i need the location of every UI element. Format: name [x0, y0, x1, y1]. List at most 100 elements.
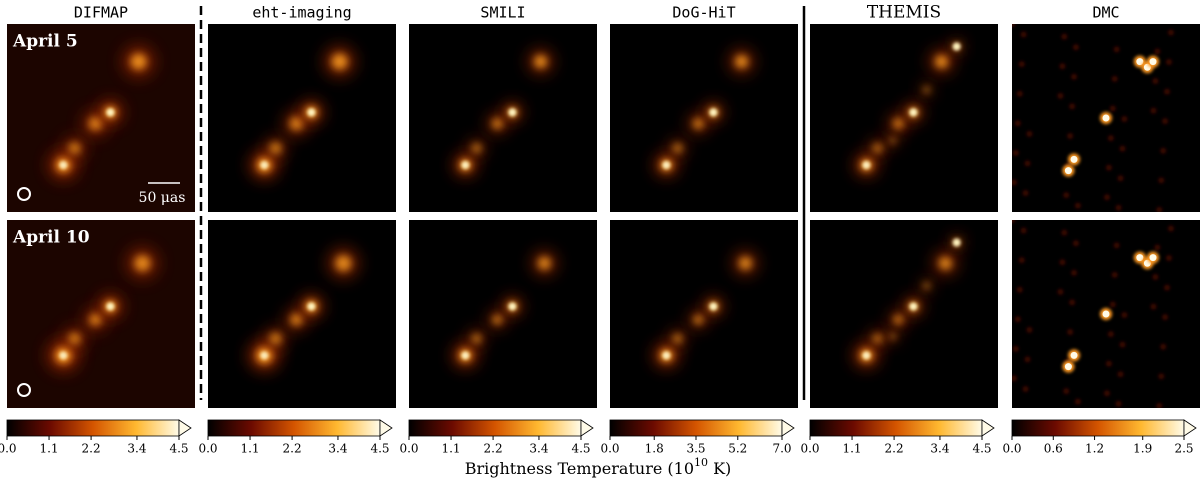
noise [1164, 88, 1171, 95]
core [307, 302, 316, 311]
blob [735, 55, 748, 68]
noise [1057, 288, 1064, 295]
colorbar-tick-label: 2.2 [885, 442, 904, 456]
spot-core [1064, 167, 1072, 175]
blob [269, 332, 282, 345]
noise [1117, 175, 1124, 182]
image-panel [810, 220, 998, 408]
core [508, 108, 517, 117]
noise [1059, 259, 1066, 266]
noise [1109, 105, 1116, 112]
blob [889, 137, 896, 144]
colorbar [408, 419, 582, 437]
colorbar-tick-label: 2.2 [484, 442, 503, 456]
core [909, 302, 918, 311]
blob [889, 333, 896, 340]
colorbar-tick-label: 0.0 [0, 442, 17, 456]
blob [923, 86, 930, 93]
colorbar-tick-label: 1.1 [842, 442, 861, 456]
colorbar-tick-label: 3.5 [686, 442, 705, 456]
colorbar-label: Brightness Temperature (1010 K) [465, 456, 732, 478]
core [260, 161, 269, 169]
noise [1154, 244, 1161, 251]
noise [1059, 63, 1066, 70]
noise [1012, 179, 1017, 186]
image-panel [7, 220, 195, 408]
spot-core [1070, 351, 1078, 359]
noise [1167, 225, 1174, 232]
colorbar-tick-label: 4.5 [370, 442, 389, 456]
noise [1012, 345, 1019, 352]
core [709, 302, 718, 311]
noise [1103, 390, 1110, 397]
colorbar-tick-label: 0.0 [399, 442, 418, 456]
column-title: SMILI [480, 4, 525, 22]
blob [289, 117, 303, 131]
blob [872, 333, 883, 344]
label-unit: K) [708, 459, 731, 478]
colorbar [6, 419, 180, 437]
image-panel [208, 220, 396, 408]
image-panel [409, 220, 597, 408]
blob [68, 142, 81, 155]
core [862, 351, 871, 360]
image-panel [610, 24, 798, 212]
colorbar-tick-label: 1.2 [1085, 442, 1104, 456]
blob [471, 143, 482, 153]
noise [1024, 356, 1031, 363]
spot-core [1070, 155, 1078, 163]
colorbar-tick-label: 2.5 [1174, 442, 1193, 456]
image-panel [208, 24, 396, 212]
image-panel [1012, 220, 1200, 408]
noise [1020, 227, 1027, 234]
blob [939, 256, 952, 270]
blob [134, 255, 151, 272]
core [461, 351, 470, 360]
noise [1018, 257, 1025, 264]
core [952, 238, 961, 247]
image-panel [810, 24, 998, 212]
noise [1071, 269, 1078, 276]
noise [1160, 147, 1167, 154]
noise [1156, 206, 1163, 212]
blob [538, 256, 551, 270]
colorbar-tick-label: 0.0 [800, 442, 819, 456]
column-title: DIFMAP [74, 4, 128, 22]
blob [872, 143, 883, 153]
colorbar [609, 419, 783, 437]
blob [130, 53, 147, 70]
image-panel [610, 220, 798, 408]
noise [1109, 301, 1116, 308]
blob [534, 55, 547, 68]
spot-core [1102, 114, 1110, 122]
noise [1024, 160, 1031, 167]
colorbar-tick-label: 2.2 [283, 442, 302, 456]
colorbar-tick-label: 0.0 [600, 442, 619, 456]
row-label: April 5 [12, 32, 78, 52]
colorbar-tick-label: 2.2 [82, 442, 101, 456]
noise [1115, 400, 1122, 407]
colorbar-tick-label: 0.0 [198, 442, 217, 456]
noise [1072, 240, 1079, 247]
noise [1067, 328, 1074, 335]
scale-bar-label: 50 μas [139, 190, 186, 206]
colorbar [1011, 419, 1185, 437]
noise [1016, 90, 1023, 97]
core [909, 108, 918, 117]
colorbar-tick-label: 3.4 [127, 442, 146, 456]
label-sup: 10 [694, 456, 708, 469]
noise [1067, 132, 1074, 139]
blob [89, 313, 102, 326]
blob [935, 55, 948, 68]
core [260, 351, 269, 360]
core [106, 302, 115, 311]
blob [471, 333, 482, 344]
core [307, 108, 316, 117]
colorbar-extend [178, 419, 192, 437]
label-text: Brightness Temperature (10 [465, 459, 694, 478]
noise [1063, 388, 1070, 395]
noise [1152, 274, 1159, 281]
noise [1074, 398, 1081, 405]
column-title: eht-imaging [252, 4, 351, 22]
blob [88, 117, 102, 131]
